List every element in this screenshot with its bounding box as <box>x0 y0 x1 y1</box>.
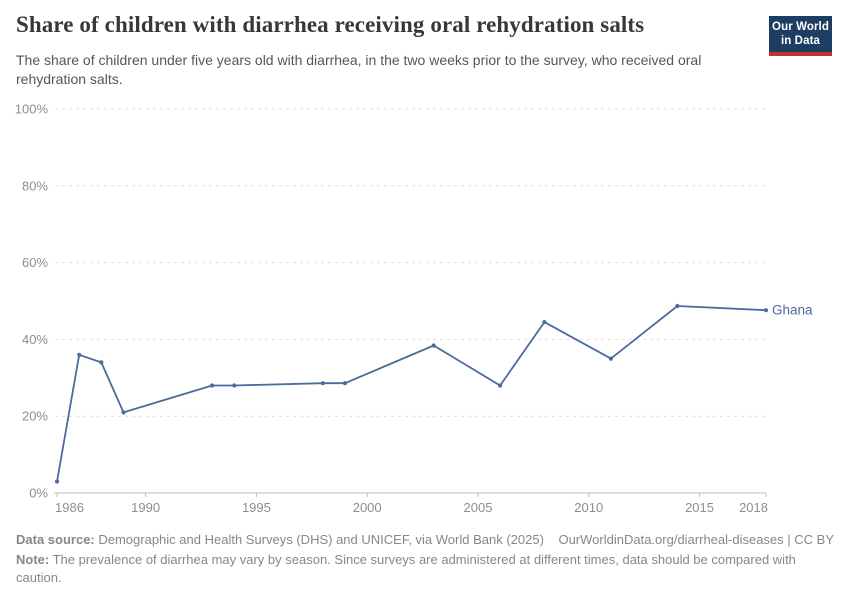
data-point[interactable] <box>77 352 82 357</box>
x-tick-label: 1995 <box>242 500 271 515</box>
data-point[interactable] <box>232 383 237 388</box>
x-tick-label: 1986 <box>55 500 84 515</box>
owid-logo-line2: in Data <box>780 34 821 47</box>
data-point[interactable] <box>542 320 547 325</box>
attribution-link[interactable]: OurWorldinData.org/diarrheal-diseases | … <box>558 532 834 547</box>
data-point[interactable] <box>431 343 436 348</box>
x-tick-label: 2005 <box>464 500 493 515</box>
data-point[interactable] <box>210 383 215 388</box>
data-point[interactable] <box>121 410 126 415</box>
chart-footer: Data source: Demographic and Health Surv… <box>16 531 834 587</box>
data-point[interactable] <box>54 479 60 484</box>
data-point[interactable] <box>675 303 680 309</box>
x-tick-label: 2018 <box>739 500 768 515</box>
x-tick-label: 2015 <box>685 500 714 515</box>
data-point[interactable] <box>498 383 503 388</box>
y-tick-label: 60% <box>22 255 48 270</box>
chart-subtitle: The share of children under five years o… <box>16 52 702 87</box>
data-source-label: Data source: <box>16 532 95 547</box>
data-point[interactable] <box>320 381 325 386</box>
data-point[interactable] <box>342 381 348 386</box>
x-tick-label: 1990 <box>131 500 160 515</box>
series-line[interactable] <box>56 305 767 483</box>
y-tick-label: 40% <box>22 332 48 347</box>
x-tick-label: 2000 <box>353 500 382 515</box>
owid-logo-line1: Our World <box>772 21 829 33</box>
data-source-text: Demographic and Health Surveys (DHS) and… <box>94 532 544 547</box>
page-title: Share of children with diarrhea receivin… <box>16 12 645 37</box>
y-tick-label: 100% <box>15 102 49 117</box>
y-tick-label: 20% <box>22 409 48 424</box>
owid-logo[interactable]: Our World in Data <box>769 16 832 56</box>
data-source: Data source: Demographic and Health Surv… <box>16 531 544 549</box>
data-point[interactable] <box>763 308 769 313</box>
line-chart[interactable]: 0% 20% 40% 60% 80% 100% 1986 1990 1995 2000 2005 20… <box>0 95 850 525</box>
note-text: The prevalence of diarrhea may vary by s… <box>16 552 796 585</box>
data-point[interactable] <box>608 356 614 361</box>
note-label: Note: <box>16 552 50 567</box>
chart-note: Note: The prevalence of diarrhea may var… <box>16 551 808 587</box>
y-tick-label: 80% <box>22 178 48 193</box>
data-point[interactable] <box>99 360 104 365</box>
y-tick-label: 0% <box>29 486 48 501</box>
x-tick-label: 2010 <box>574 500 603 515</box>
series-end-label[interactable]: Ghana <box>772 303 813 318</box>
